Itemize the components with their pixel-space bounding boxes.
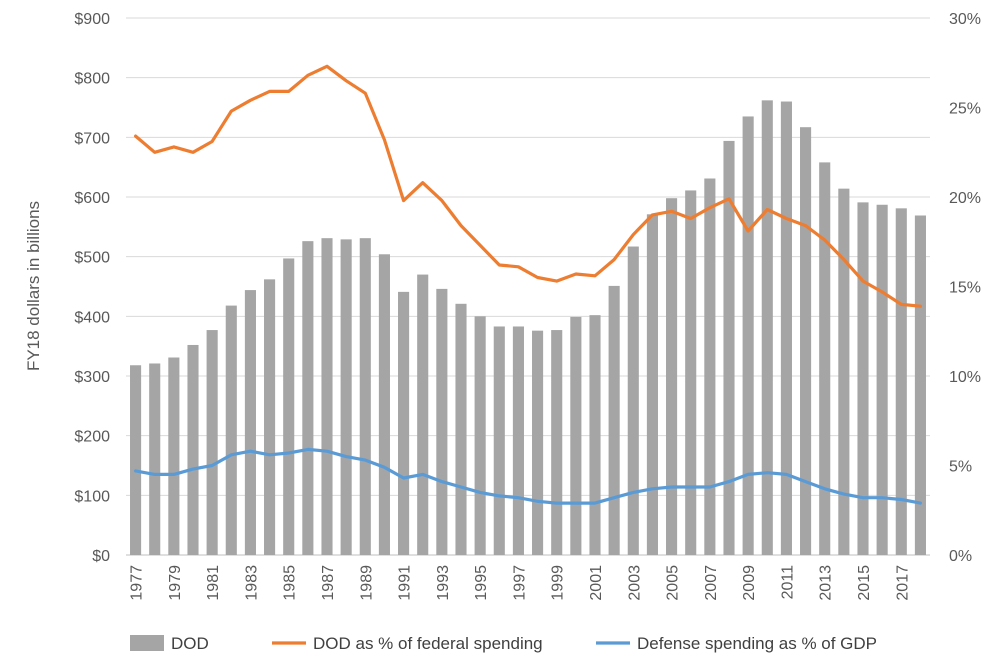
x-tick-label: 1991 bbox=[397, 565, 414, 601]
bar bbox=[493, 326, 505, 555]
bar bbox=[359, 238, 371, 556]
bar bbox=[627, 246, 639, 556]
bar bbox=[149, 363, 161, 555]
bar bbox=[570, 316, 582, 555]
legend: DOD DOD as % of federal spending Defense s… bbox=[130, 634, 877, 653]
y-tick-label: $400 bbox=[74, 309, 110, 326]
bar bbox=[608, 285, 620, 555]
bar bbox=[800, 127, 812, 555]
legend-label: DOD bbox=[171, 634, 209, 653]
bar bbox=[876, 204, 888, 556]
bar bbox=[819, 162, 831, 556]
y-tick-label: $900 bbox=[74, 11, 110, 28]
line-series bbox=[134, 64, 923, 505]
x-tick-label: 2007 bbox=[703, 565, 720, 601]
bar bbox=[780, 101, 792, 556]
x-tick-label: 2015 bbox=[856, 565, 873, 601]
bar bbox=[206, 330, 218, 555]
y2-tick-label: 25% bbox=[949, 101, 981, 118]
x-tick-label: 1981 bbox=[205, 565, 222, 601]
x-tick-label: 1987 bbox=[320, 565, 337, 601]
y-tick-label: $500 bbox=[74, 250, 110, 267]
bar bbox=[704, 178, 716, 555]
bar bbox=[436, 288, 448, 555]
bar bbox=[398, 291, 410, 555]
legend-label: DOD as % of federal spending bbox=[313, 634, 543, 653]
y-tick-label: $300 bbox=[74, 369, 110, 386]
bar bbox=[742, 116, 754, 555]
y-tick-label: $700 bbox=[74, 130, 110, 147]
y2-tick-label: 20% bbox=[949, 190, 981, 207]
bar bbox=[244, 290, 256, 555]
y2-tick-label: 30% bbox=[949, 11, 981, 28]
bar bbox=[685, 190, 697, 556]
bar bbox=[264, 279, 276, 555]
bar bbox=[723, 140, 735, 555]
x-tick-label: 2001 bbox=[588, 565, 605, 601]
right-axis-tick-labels: 0% 5% 10% 15% 20% 25% 30% bbox=[949, 11, 981, 565]
x-tick-label: 2013 bbox=[818, 565, 835, 601]
left-axis-tick-labels: $0 $100 $200 $300 $400 $500 $600 $700 $800 $900 bbox=[74, 11, 110, 565]
legend-label: Defense spending as % of GDP bbox=[637, 634, 877, 653]
x-tick-label: 1993 bbox=[435, 565, 452, 601]
x-tick-label: 1997 bbox=[511, 565, 528, 601]
bar bbox=[838, 188, 850, 555]
bar bbox=[225, 305, 237, 555]
bar bbox=[455, 303, 467, 555]
y2-tick-label: 15% bbox=[949, 280, 981, 297]
bar bbox=[378, 254, 390, 555]
dod-bars bbox=[130, 100, 926, 556]
bar bbox=[857, 202, 869, 555]
x-tick-label: 2017 bbox=[894, 565, 911, 601]
gridlines bbox=[126, 17, 930, 556]
x-tick-label: 1999 bbox=[550, 565, 567, 601]
bar bbox=[130, 365, 142, 555]
series-line bbox=[134, 447, 923, 505]
y-tick-label: $200 bbox=[74, 429, 110, 446]
x-tick-label: 2005 bbox=[665, 565, 682, 601]
legend-swatch-bar bbox=[130, 635, 164, 651]
bar bbox=[512, 326, 524, 555]
bar bbox=[895, 208, 907, 555]
bar bbox=[474, 316, 486, 555]
x-tick-label: 1989 bbox=[358, 565, 375, 601]
bar bbox=[283, 258, 295, 555]
x-tick-label: 2003 bbox=[626, 565, 643, 601]
x-tick-label: 1995 bbox=[473, 565, 490, 601]
x-tick-label: 2009 bbox=[741, 565, 758, 601]
bar bbox=[666, 198, 678, 555]
y-tick-label: $600 bbox=[74, 190, 110, 207]
y-tick-label: $0 bbox=[92, 548, 110, 565]
bar bbox=[646, 214, 658, 555]
y2-tick-label: 0% bbox=[949, 548, 972, 565]
x-tick-label: 1985 bbox=[282, 565, 299, 601]
series-line bbox=[134, 64, 923, 308]
y-tick-label: $800 bbox=[74, 71, 110, 88]
bar bbox=[417, 274, 429, 555]
x-tick-label: 1979 bbox=[167, 565, 184, 601]
bar bbox=[168, 357, 180, 555]
bar bbox=[187, 344, 199, 555]
bar bbox=[532, 330, 544, 555]
bar bbox=[551, 330, 563, 555]
bar bbox=[340, 239, 352, 555]
bar bbox=[761, 100, 773, 555]
y2-tick-label: 5% bbox=[949, 459, 972, 476]
x-tick-label: 1983 bbox=[243, 565, 260, 601]
y-tick-label: $100 bbox=[74, 488, 110, 505]
y2-tick-label: 10% bbox=[949, 369, 981, 386]
bar bbox=[914, 215, 926, 555]
bar bbox=[321, 238, 333, 556]
x-tick-label: 1977 bbox=[129, 565, 146, 601]
y-axis-title: FY18 dollars in billions bbox=[24, 201, 43, 371]
x-axis-tick-labels: 1977 1979 1981 1983 1985 1987 1989 1991 1993 1995… bbox=[129, 565, 912, 601]
bar bbox=[302, 241, 314, 556]
bar bbox=[589, 315, 601, 555]
x-tick-label: 2011 bbox=[779, 565, 796, 600]
